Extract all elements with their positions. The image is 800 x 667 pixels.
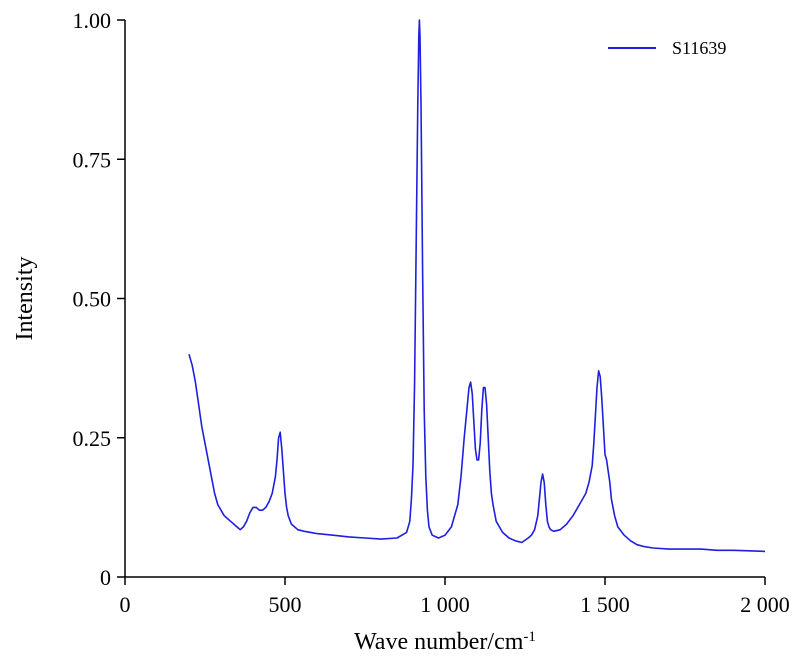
y-tick-label: 0.25 bbox=[73, 426, 112, 451]
x-axis-title-superscript: -1 bbox=[523, 629, 536, 645]
y-axis-title: Intensity bbox=[12, 257, 38, 341]
x-axis-title: Wave number/cm-1 bbox=[354, 629, 536, 655]
x-tick-label: 2 000 bbox=[740, 592, 790, 617]
x-tick-label: 500 bbox=[269, 592, 302, 617]
y-ticks: 0 0.25 0.50 0.75 1.00 bbox=[73, 8, 125, 590]
series-layer bbox=[188, 19, 766, 553]
x-axis-title-text: Wave number/cm bbox=[354, 629, 524, 655]
x-tick-label: 1 500 bbox=[580, 592, 630, 617]
y-tick-label: 1.00 bbox=[73, 8, 112, 33]
y-tick-label: 0 bbox=[100, 565, 111, 590]
x-ticks: 0 500 1 000 1 500 2 000 bbox=[120, 577, 790, 617]
x-tick-label: 1 000 bbox=[420, 592, 470, 617]
legend: S11639 bbox=[608, 38, 726, 58]
legend-label-s11639: S11639 bbox=[672, 38, 726, 58]
axes bbox=[124, 20, 765, 578]
y-tick-label: 0.50 bbox=[73, 287, 112, 312]
y-tick-label: 0.75 bbox=[73, 147, 112, 172]
series-line-s11639 bbox=[188, 19, 766, 553]
x-tick-label: 0 bbox=[120, 592, 131, 617]
